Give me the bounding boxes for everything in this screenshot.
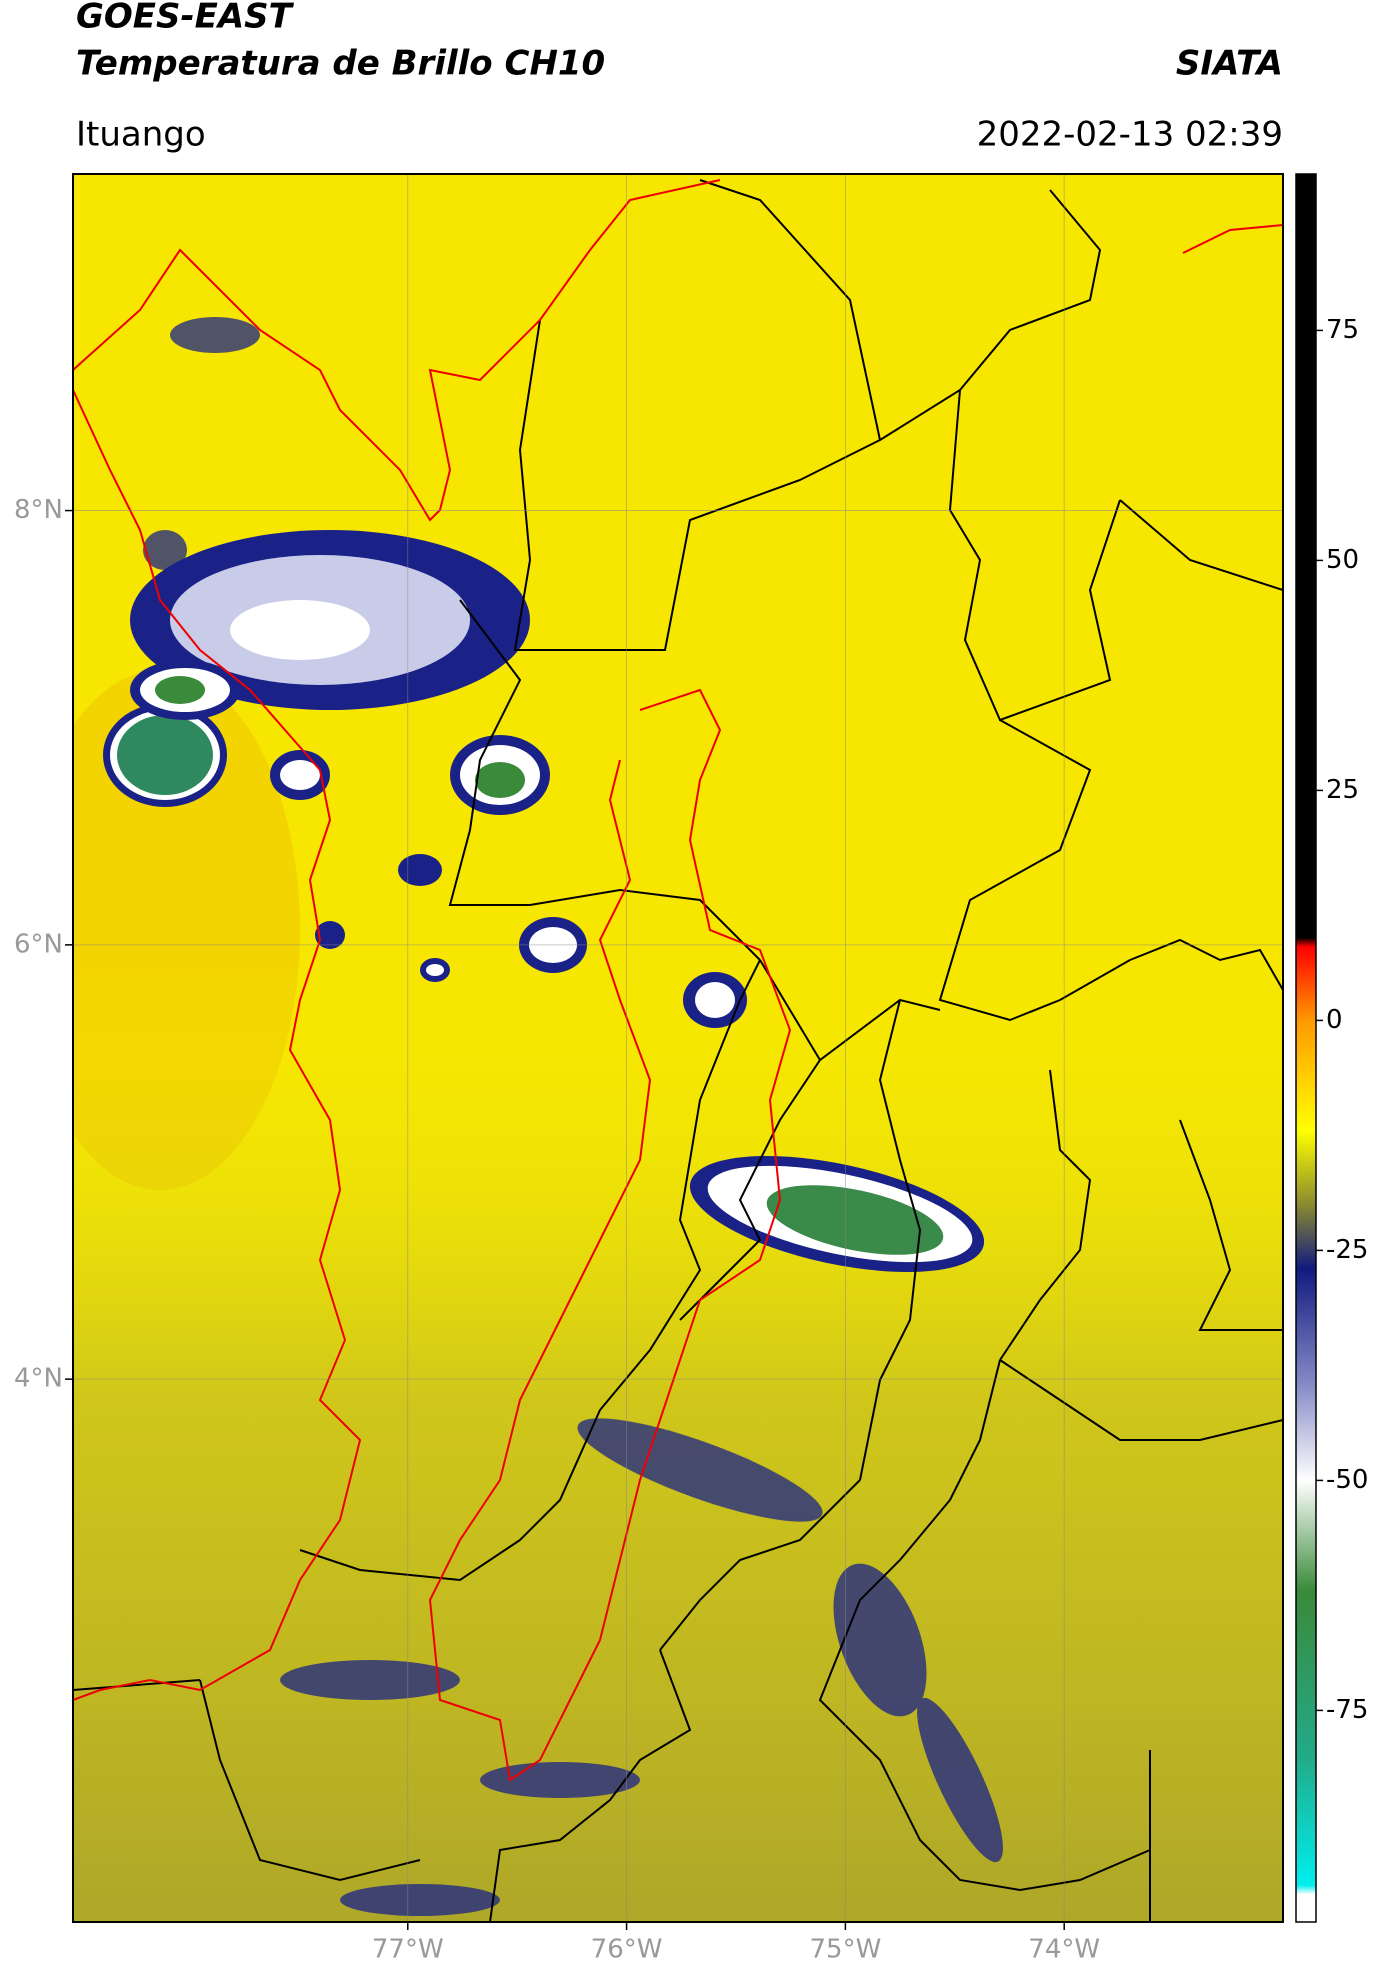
date: 2022-02-13 02:39 — [977, 115, 1283, 155]
colorbar-tick-label: 50 — [1326, 545, 1359, 575]
cloud-tint — [73, 174, 1283, 1922]
x-tick-label: 76°W — [591, 1935, 663, 1965]
y-tick-label: 8°N — [14, 495, 63, 525]
cloud-bands — [143, 317, 1003, 1916]
y-tick-label: 6°N — [14, 929, 63, 959]
colorbar-tick-label: 0 — [1326, 1005, 1343, 1035]
source: SIATA — [1176, 44, 1283, 84]
colorbar-tick-label: 75 — [1326, 315, 1359, 345]
colorbar — [1295, 173, 1317, 1923]
admin-boundaries — [73, 179, 1283, 1922]
y-tick-label: 4°N — [14, 1364, 63, 1394]
x-tick-label: 77°W — [372, 1935, 444, 1965]
region: Ituango — [76, 115, 206, 155]
subtitle: Temperatura de Brillo CH10 — [76, 44, 605, 84]
x-tick-label: 74°W — [1028, 1935, 1100, 1965]
coastline-and-ituango — [73, 179, 1283, 1782]
map-frame — [72, 173, 1284, 1923]
axes: 77°W 76°W 75°W 74°W 8°N 6°N 4°N — [14, 495, 1100, 1964]
colorbar-tick-label: 25 — [1326, 775, 1359, 805]
colorbar-tick-label: -50 — [1326, 1465, 1368, 1495]
colorbar-tick-label: -75 — [1326, 1695, 1368, 1725]
map-field — [73, 174, 1283, 1922]
convective-cells — [103, 530, 985, 1273]
title: GOES-EAST — [76, 0, 295, 37]
x-tick-label: 75°W — [809, 1935, 881, 1965]
grid — [73, 174, 1283, 1922]
colorbar-tick-label: -25 — [1326, 1235, 1368, 1265]
